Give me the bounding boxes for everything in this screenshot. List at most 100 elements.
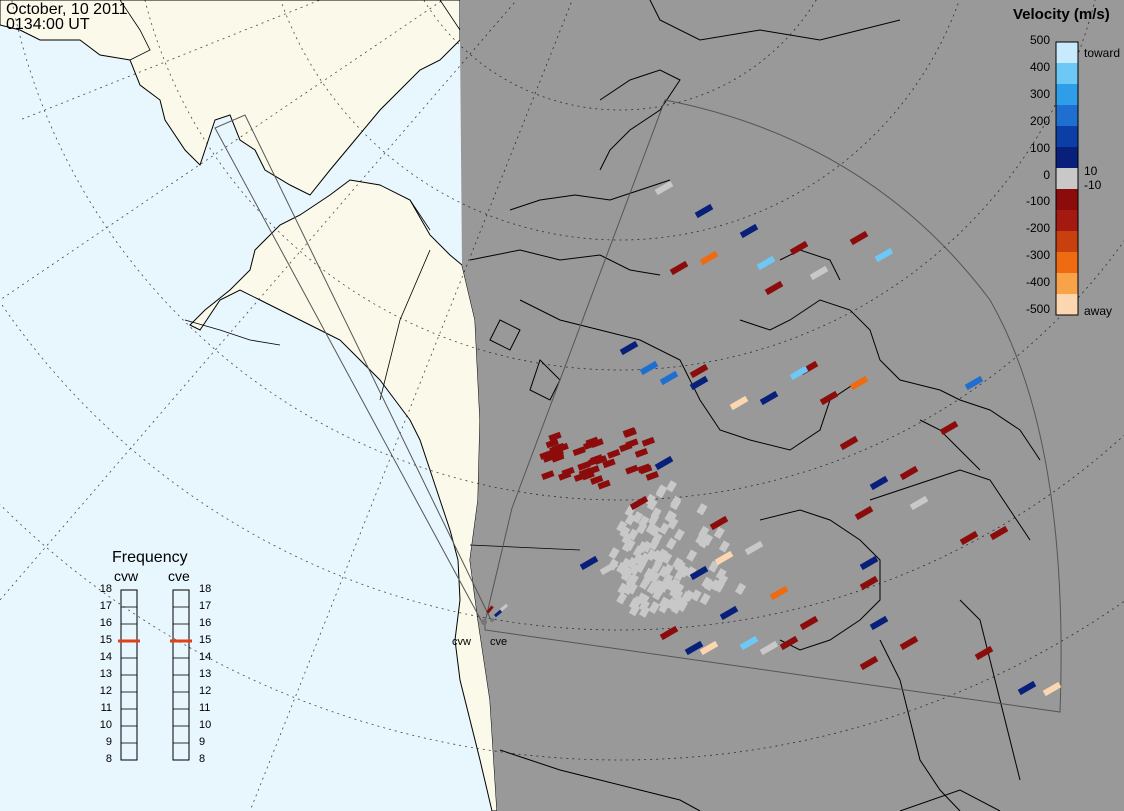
- toward-label: toward: [1084, 46, 1121, 60]
- frequency-tick-label: 12: [99, 685, 112, 697]
- echo-cell: [666, 597, 678, 611]
- echo-cell: [719, 605, 739, 621]
- echo-cell: [673, 528, 685, 541]
- echo-cell: [714, 550, 734, 566]
- echo-cell: [1042, 681, 1062, 697]
- velocity-color-segment: [1056, 126, 1078, 148]
- echo-cell: [779, 635, 799, 651]
- landmass-day: [0, 0, 498, 811]
- echo-cell: [646, 498, 658, 511]
- frequency-tick-label: 8: [199, 753, 206, 765]
- echo-cell: [689, 363, 709, 379]
- velocity-color-segment: [1056, 84, 1078, 106]
- echo-cell: [581, 470, 595, 481]
- echo-cell: [625, 464, 639, 475]
- frequency-tick-label: 15: [199, 634, 212, 646]
- echo-cell: [616, 592, 628, 605]
- frequency-tick-label: 9: [105, 736, 112, 748]
- echo-cell: [658, 580, 670, 593]
- echo-cell: [638, 605, 651, 618]
- radar-echo-cells: [486, 180, 1062, 697]
- frequency-tick-label: 11: [199, 702, 211, 714]
- echo-cell: [545, 438, 559, 449]
- echo-cell: [659, 370, 679, 386]
- frequency-bars: [118, 589, 192, 761]
- frequency-tick-label: 16: [199, 617, 212, 629]
- echo-cell: [639, 552, 651, 565]
- echo-cell: [655, 486, 667, 499]
- station-label-cve: cve: [490, 636, 508, 648]
- echo-cell: [661, 551, 673, 565]
- echo-cell: [499, 603, 509, 612]
- echo-cell: [629, 563, 641, 576]
- echo-cell: [764, 280, 784, 296]
- away-label: away: [1084, 304, 1113, 318]
- echo-cell: [599, 560, 619, 576]
- velocity-color-segment: [1056, 42, 1078, 64]
- radar-fov-outlines: [214, 99, 1062, 713]
- frequency-tick-label: 10: [199, 719, 212, 731]
- echo-cell: [617, 582, 629, 595]
- echo-cell: [809, 265, 829, 281]
- echo-cell: [616, 561, 628, 574]
- station-label-cvw: cvw: [452, 636, 471, 648]
- frequency-tick-label: 14: [199, 651, 212, 663]
- frequency-tick-label: 17: [199, 600, 212, 612]
- station-marker-cve: [490, 618, 494, 622]
- frequency-tick-label: 13: [99, 668, 112, 680]
- echo-cell: [739, 635, 759, 651]
- echo-cell: [619, 340, 639, 356]
- frequency-tick-label: 8: [105, 753, 112, 765]
- velocity-color-segment: [1056, 105, 1078, 127]
- echo-cell: [670, 497, 682, 511]
- echo-cell: [665, 480, 677, 493]
- velocity-tick-label: -10: [1084, 178, 1102, 192]
- velocity-color-segment: [1056, 189, 1078, 211]
- echo-cell: [744, 540, 764, 556]
- echo-cell: [672, 589, 684, 602]
- echo-cell: [939, 420, 959, 436]
- velocity-tick-label: -200: [1025, 221, 1050, 235]
- echo-cell: [819, 390, 839, 406]
- echo-cell: [548, 431, 562, 442]
- velocity-tick-label: 200: [1029, 114, 1050, 128]
- velocity-tick-label: 0: [1043, 168, 1050, 182]
- echo-cell: [759, 640, 779, 656]
- echo-cell: [639, 360, 659, 376]
- echo-cell: [859, 575, 879, 591]
- echo-cell: [689, 375, 709, 391]
- radar-stations: [481, 618, 494, 625]
- station-marker-cvw: [481, 619, 487, 625]
- velocity-tick-label: 400: [1029, 60, 1050, 74]
- echo-cell: [799, 615, 819, 631]
- time-label: 0134:00 UT: [6, 16, 90, 33]
- echo-cell: [964, 375, 984, 391]
- echo-cell: [539, 450, 553, 460]
- echo-cell: [859, 655, 879, 671]
- coastlines-night: [469, 0, 1041, 811]
- coastlines-day: [119, 0, 581, 551]
- echo-cell: [621, 532, 633, 545]
- echo-cell: [713, 526, 725, 539]
- velocity-tick-label: 300: [1029, 87, 1050, 101]
- echo-cell: [673, 596, 685, 609]
- echo-cell: [699, 592, 711, 606]
- echo-cell: [694, 203, 714, 219]
- echo-cell: [623, 428, 637, 438]
- frequency-tick-label: 18: [199, 583, 212, 595]
- echo-cell: [677, 564, 689, 577]
- echo-cell: [646, 582, 658, 595]
- echo-cell: [683, 589, 695, 602]
- echo-cell: [959, 530, 979, 546]
- echo-cell: [789, 240, 809, 256]
- echo-cell: [869, 475, 889, 491]
- echo-cell: [602, 458, 616, 469]
- echo-cell: [658, 596, 670, 609]
- velocity-color-segment: [1056, 147, 1078, 169]
- velocity-tick-label: 500: [1029, 33, 1050, 47]
- echo-cell: [989, 525, 1009, 541]
- echo-cell: [588, 456, 602, 466]
- echo-cell: [665, 537, 677, 550]
- echo-cell: [572, 446, 586, 457]
